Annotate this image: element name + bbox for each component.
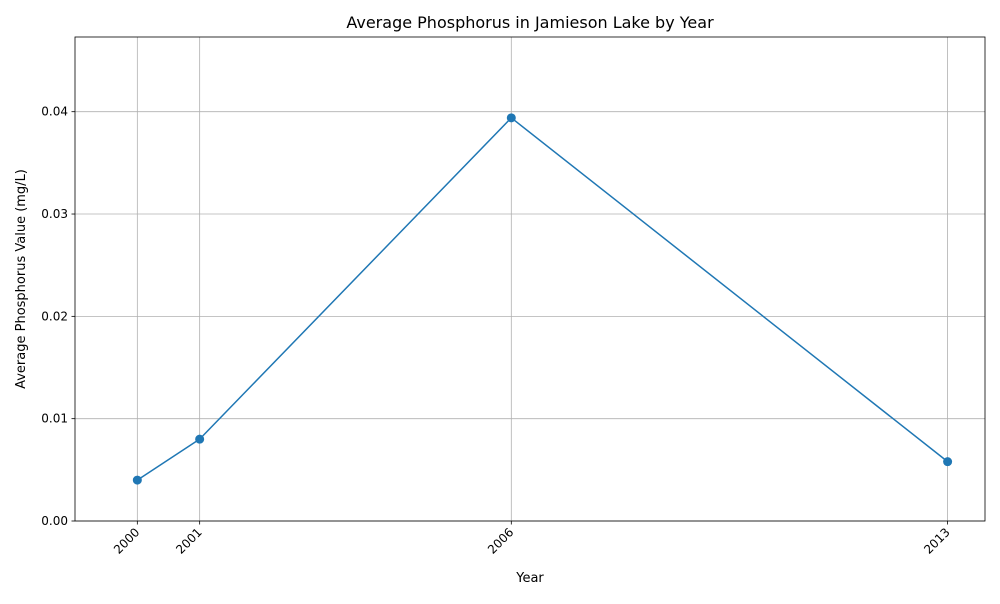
x-axis-label: Year [515,571,544,586]
y-tick-label: 0.02 [41,309,68,323]
chart-title: Average Phosphorus in Jamieson Lake by Y… [346,13,714,32]
y-axis-label: Average Phosphorus Value (mg/L) [14,169,29,389]
series [132,113,953,485]
plot-frame [74,36,986,522]
series-line [136,117,949,481]
y-tick-label: 0.00 [41,514,68,528]
data-point [132,475,142,485]
data-point [195,434,205,444]
data-point [943,457,953,467]
data-point [506,113,516,123]
axes [74,36,986,522]
y-tick-label: 0.03 [41,207,68,221]
y-tick-label: 0.04 [41,105,68,119]
y-tick-label: 0.01 [41,412,68,426]
